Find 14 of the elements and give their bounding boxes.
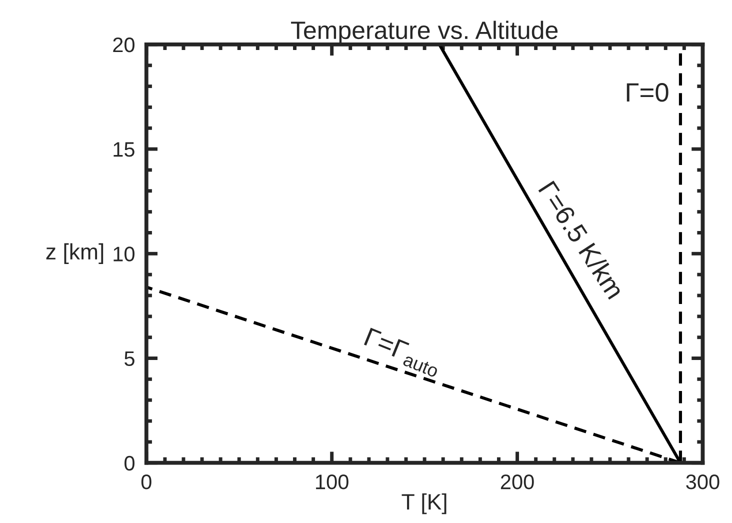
- x-tick-label: 300: [686, 474, 720, 490]
- annotation: Γ=Γ$_{auto}$: [362, 328, 443, 378]
- x-axis-title: T [K]: [402, 493, 446, 514]
- y-tick-label: 5: [124, 351, 134, 366]
- chart-title: Temperature vs. Altitude: [291, 20, 558, 44]
- x-tick-label: 0: [141, 474, 152, 490]
- x-tick-label: 200: [500, 474, 534, 490]
- annotation: Γ=0: [626, 83, 668, 102]
- y-tick-label: 0: [124, 456, 134, 471]
- y-tick-label: 15: [114, 142, 134, 157]
- y-tick-label: 20: [113, 37, 134, 52]
- y-axis-title: z [km]: [46, 243, 104, 264]
- x-tick-label: 100: [316, 474, 348, 490]
- y-tick-label: 10: [114, 246, 134, 262]
